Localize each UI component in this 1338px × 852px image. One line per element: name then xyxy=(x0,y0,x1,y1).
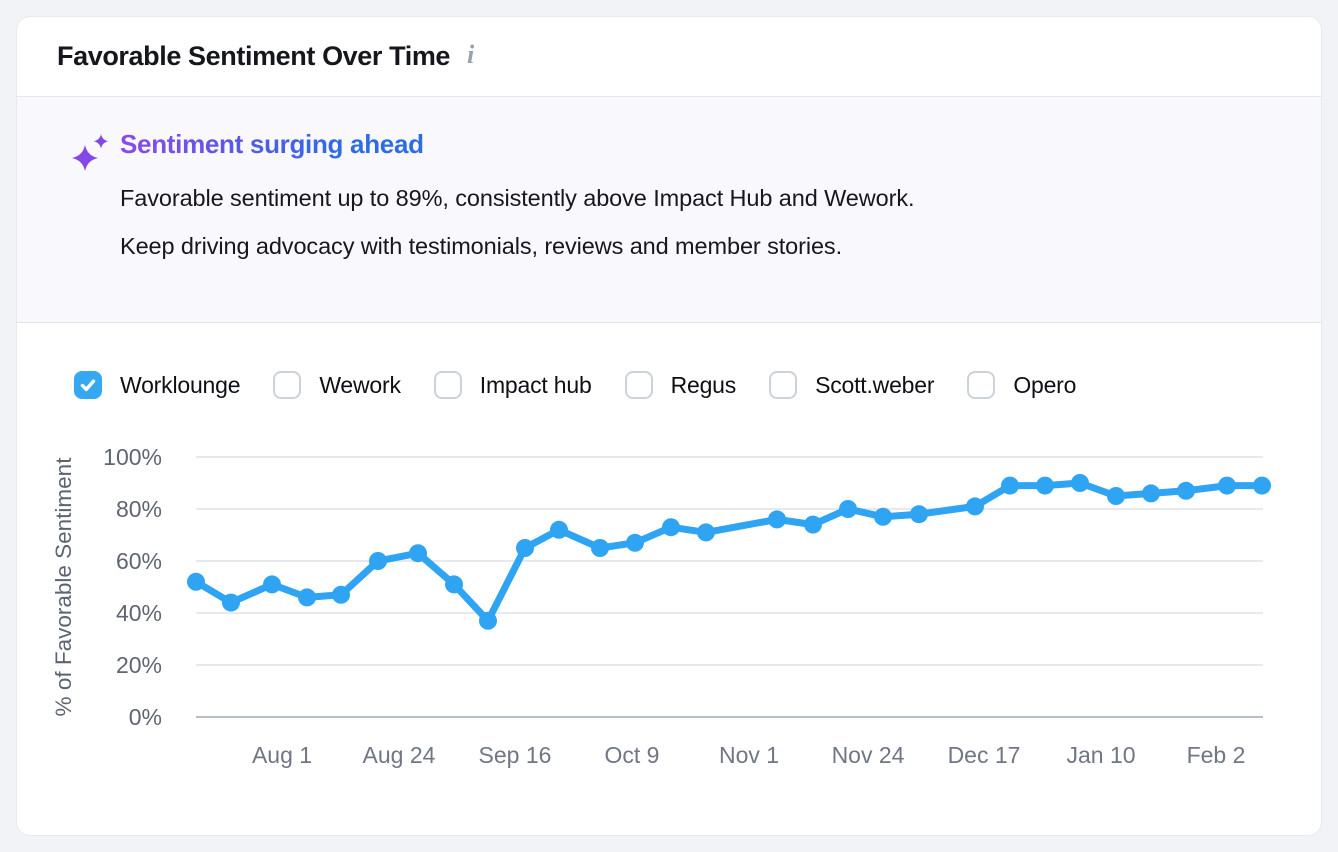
series-line xyxy=(192,479,1266,625)
data-point[interactable] xyxy=(298,588,316,607)
x-tick-label: Nov 1 xyxy=(719,742,779,768)
filter-label: Impact hub xyxy=(479,371,592,398)
data-point[interactable] xyxy=(874,507,892,526)
y-axis-title: % of Favorable Sentiment xyxy=(51,457,76,717)
competitor-filters: Worklounge Wework Impact hub Regus Scott… xyxy=(74,371,1321,399)
data-point[interactable] xyxy=(966,497,984,516)
y-tick-label: 80% xyxy=(116,496,162,522)
data-point[interactable] xyxy=(263,575,281,594)
filter-opero[interactable]: Opero xyxy=(967,371,1076,399)
x-tick-label: Nov 24 xyxy=(832,742,905,768)
sentiment-card: Favorable Sentiment Over Time i Sentimen… xyxy=(16,16,1322,836)
x-tick-label: Aug 24 xyxy=(363,742,436,768)
y-tick-label: 40% xyxy=(116,600,162,626)
line-chart-svg: 0% 20% 40% 60% 80% 100% % of Favorable Sentime… xyxy=(51,444,1271,768)
x-tick-label: Dec 17 xyxy=(948,742,1021,768)
insight-body-line-1: Favorable sentiment up to 89%, consisten… xyxy=(120,185,915,211)
x-tick-label: Jan 10 xyxy=(1066,742,1135,768)
filter-label: Opero xyxy=(1013,371,1077,398)
data-point[interactable] xyxy=(804,515,822,534)
data-point[interactable] xyxy=(332,585,350,604)
data-point[interactable] xyxy=(697,523,715,542)
data-point[interactable] xyxy=(1142,484,1160,503)
data-point[interactable] xyxy=(1071,474,1089,492)
filter-label: Regus xyxy=(670,371,737,398)
y-tick-label: 60% xyxy=(116,548,162,574)
insight-headline: Sentiment surging ahead xyxy=(120,129,424,159)
data-point[interactable] xyxy=(369,552,387,570)
data-point[interactable] xyxy=(1177,481,1195,500)
data-point[interactable] xyxy=(550,520,568,539)
filter-impact-hub[interactable]: Impact hub xyxy=(433,371,592,399)
data-point[interactable] xyxy=(839,500,857,518)
x-tick-label: Feb 2 xyxy=(1187,742,1246,768)
data-point[interactable] xyxy=(516,539,534,557)
data-point[interactable] xyxy=(409,544,427,563)
card-title: Favorable Sentiment Over Time xyxy=(57,41,451,71)
data-point[interactable] xyxy=(445,575,463,594)
data-point[interactable] xyxy=(662,518,680,537)
filter-regus[interactable]: Regus xyxy=(624,371,737,399)
insight-body-line-2: Keep driving advocacy with testimonials,… xyxy=(120,233,843,259)
filter-label: Scott.weber xyxy=(815,371,935,398)
data-point[interactable] xyxy=(1107,487,1125,505)
x-tick-label: Aug 1 xyxy=(252,742,312,768)
y-tick-label: 0% xyxy=(129,704,162,730)
filter-label: Wework xyxy=(319,371,401,398)
filter-label: Worklounge xyxy=(120,371,241,398)
data-point[interactable] xyxy=(626,533,644,552)
data-point[interactable] xyxy=(1036,476,1054,495)
x-tick-label: Oct 9 xyxy=(605,742,660,768)
data-point[interactable] xyxy=(1001,476,1019,495)
checkbox-wework[interactable] xyxy=(273,371,302,399)
filter-worklounge[interactable]: Worklounge xyxy=(74,371,241,399)
insight-content: Sentiment surging ahead Favorable sentim… xyxy=(120,127,915,322)
checkbox-scott-weber[interactable] xyxy=(769,371,798,399)
checkbox-worklounge[interactable] xyxy=(74,371,102,399)
sparkles-icon xyxy=(71,127,113,322)
data-point[interactable] xyxy=(1218,476,1236,495)
y-tick-label: 20% xyxy=(116,652,162,678)
card-header: Favorable Sentiment Over Time i xyxy=(17,17,1321,97)
checkbox-impact-hub[interactable] xyxy=(433,371,462,399)
checkbox-opero[interactable] xyxy=(967,371,996,399)
y-tick-label: 100% xyxy=(103,444,162,470)
filter-scott-weber[interactable]: Scott.weber xyxy=(769,371,935,399)
data-point[interactable] xyxy=(910,505,928,524)
data-point[interactable] xyxy=(187,572,205,591)
insight-body: Favorable sentiment up to 89%, consisten… xyxy=(120,174,915,270)
sentiment-chart: 0% 20% 40% 60% 80% 100% % of Favorable Sentime… xyxy=(41,431,1321,796)
ai-insight-panel: Sentiment surging ahead Favorable sentim… xyxy=(17,97,1321,323)
x-tick-label: Sep 16 xyxy=(479,742,552,768)
data-point[interactable] xyxy=(222,593,240,612)
checkbox-regus[interactable] xyxy=(624,371,653,399)
filter-wework[interactable]: Wework xyxy=(273,371,401,399)
data-point[interactable] xyxy=(1253,476,1271,495)
data-point[interactable] xyxy=(479,611,497,630)
info-icon[interactable]: i xyxy=(467,39,475,69)
data-point[interactable] xyxy=(768,510,786,529)
data-point[interactable] xyxy=(591,539,609,557)
